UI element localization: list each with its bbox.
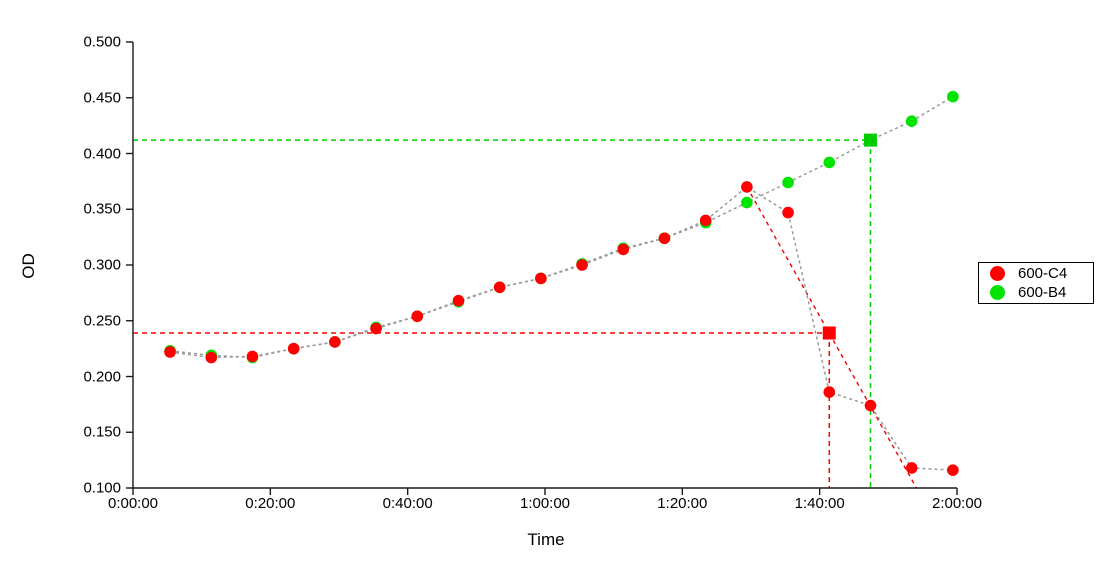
x-tick-label: 2:00:00: [931, 495, 983, 512]
600-B4-data-point: [782, 176, 794, 189]
x-tick-label: 0:20:00: [245, 495, 296, 512]
y-tick-label: 0.500: [83, 33, 121, 51]
y-tick-label: 0.100: [83, 479, 121, 497]
600-C4-data-point: [823, 386, 836, 398]
green-square-marker: [863, 133, 877, 147]
600-B4-data-point: [947, 90, 959, 103]
axes-frame: [132, 42, 957, 489]
x-tick-label: 0:00:00: [107, 495, 159, 512]
x-tick-label: 1:00:00: [519, 495, 571, 512]
red-series-marker-icon: [990, 266, 1005, 281]
red-square-marker: [822, 326, 836, 340]
x-tick-label: 1:20:00: [657, 495, 708, 512]
600-B4-data-point: [905, 115, 918, 127]
600-B4-data-point: [823, 156, 836, 169]
y-tick-label: 0.450: [83, 89, 121, 107]
600-C4-data-point: [493, 281, 506, 294]
legend-item-600-B4: 600-B4: [990, 284, 1093, 301]
green-series-marker-icon: [990, 285, 1005, 300]
600-C4-data-point: [370, 322, 382, 335]
x-tick-label: 1:40:00: [794, 495, 845, 512]
600-C4-data-point: [658, 232, 671, 245]
y-tick-label: 0.300: [83, 256, 121, 274]
600-B4-connector-line: [169, 95, 954, 359]
600-C4-data-point: [329, 336, 341, 348]
600-C4-data-point: [576, 259, 588, 271]
y-tick-label: 0.150: [83, 423, 121, 441]
600-C4-data-point: [864, 399, 877, 412]
600-C4-data-point: [205, 351, 218, 364]
600-C4-data-point: [535, 272, 547, 285]
600-C4-data-point: [246, 350, 259, 363]
y-axis-title: OD: [19, 253, 38, 279]
red-trend-line: [746, 186, 918, 489]
x-axis-title: Time: [527, 530, 565, 549]
600-C4-data-point: [452, 294, 465, 307]
y-tick-label: 0.200: [83, 368, 121, 385]
600-C4-data-point: [782, 206, 794, 219]
legend-item-600-C4: 600-C4: [990, 265, 1093, 282]
legend: 600-C4 600-B4: [978, 262, 1094, 304]
x-tick-label: 0:40:00: [382, 495, 433, 512]
600-C4-data-point: [164, 346, 176, 358]
y-tick-label: 0.400: [83, 145, 121, 162]
legend-label-600-B4: 600-B4: [1018, 284, 1067, 301]
600-C4-connector-line: [169, 186, 953, 471]
600-C4-data-point: [617, 243, 630, 256]
600-C4-data-point: [947, 464, 959, 476]
600-C4-data-point: [287, 342, 300, 355]
600-B4-data-point: [741, 196, 753, 209]
600-C4-data-point: [411, 310, 424, 323]
y-tick-label: 0.350: [83, 200, 121, 218]
600-C4-data-point: [699, 214, 712, 227]
600-C4-data-point: [741, 181, 753, 193]
legend-label-600-C4: 600-C4: [1018, 265, 1068, 282]
y-tick-label: 0.250: [83, 312, 121, 330]
600-C4-data-point: [905, 462, 918, 474]
